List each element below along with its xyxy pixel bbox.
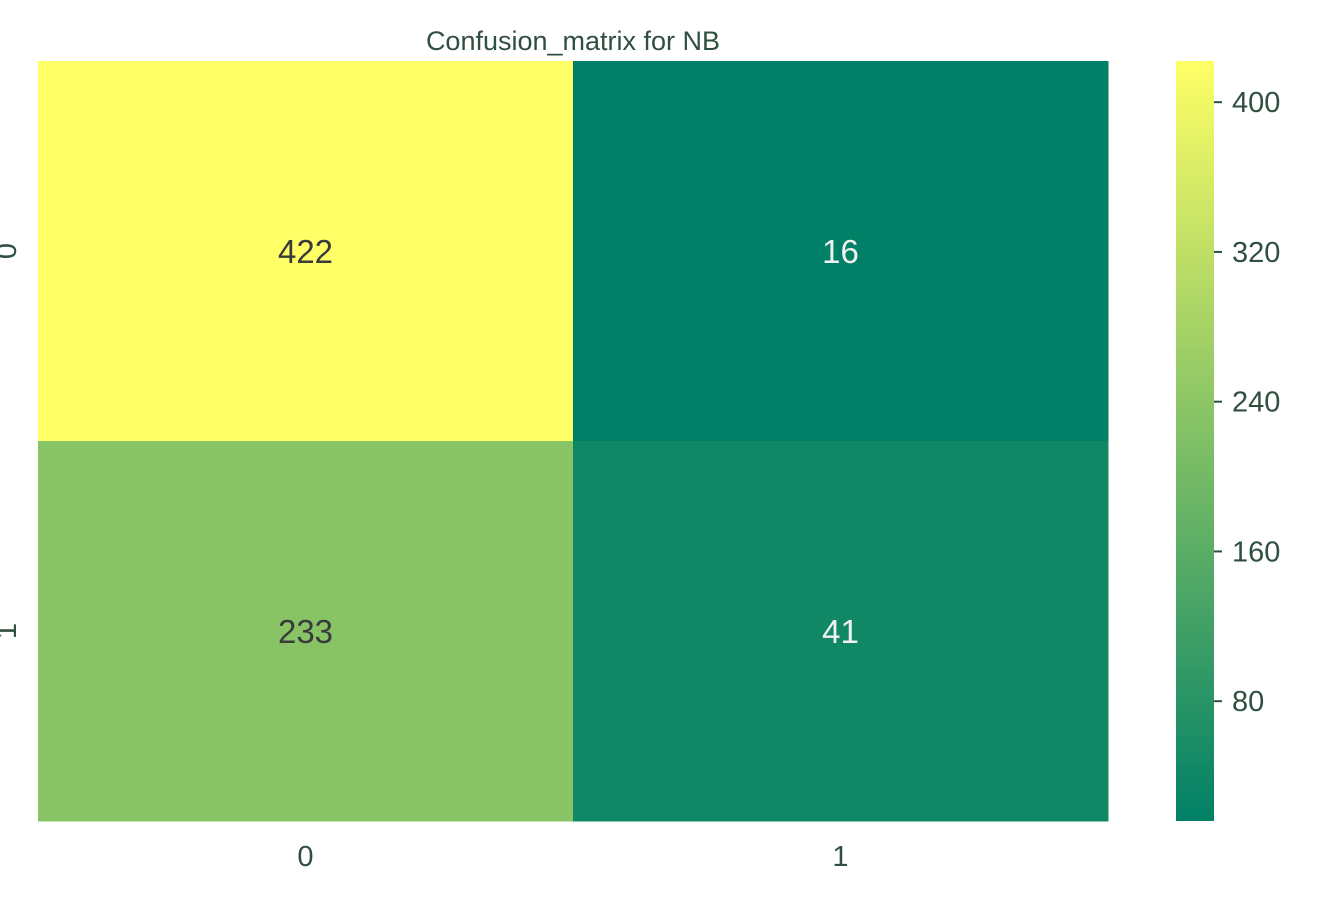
colorbar-tick-label: 400: [1232, 87, 1280, 119]
heatmap-annotations: 422 16 233 41: [278, 233, 859, 650]
x-tick-label: 1: [832, 841, 848, 873]
colorbar-tick-label: 240: [1232, 387, 1280, 419]
cell-value-label: 233: [278, 613, 333, 650]
y-axis: 01: [0, 243, 23, 639]
heatmap-cell-0-1: [573, 61, 1109, 442]
heatmap-cells: [38, 61, 1109, 822]
y-tick-label: 1: [0, 623, 23, 639]
heatmap-cell-1-1: [573, 441, 1109, 822]
y-tick-label: 0: [0, 243, 23, 259]
cell-value-label: 422: [278, 233, 333, 270]
cell-value-label: 16: [822, 233, 859, 270]
colorbar-ticks: 80 160 240 320 400: [1214, 87, 1280, 718]
cell-value-label: 41: [822, 613, 859, 650]
heatmap-cell-0-0: [38, 61, 574, 442]
colorbar: [1176, 61, 1214, 821]
chart-title: Confusion_matrix for NB: [426, 26, 720, 56]
heatmap-cell-1-0: [38, 441, 574, 822]
colorbar-tick-label: 320: [1232, 237, 1280, 269]
colorbar-tick-label: 160: [1232, 536, 1280, 568]
x-tick-label: 0: [297, 841, 313, 873]
colorbar-tick-label: 80: [1232, 686, 1264, 718]
